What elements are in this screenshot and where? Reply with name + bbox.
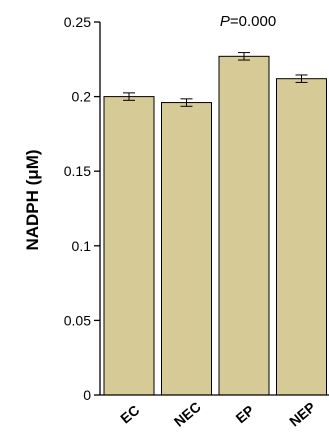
p-value-text: =0.000 <box>230 13 276 30</box>
bar-nec <box>161 102 212 396</box>
y-tick-label: 0.2 <box>72 89 92 105</box>
y-tick-label: 0.25 <box>64 14 91 30</box>
p-value-prefix: P <box>220 13 230 30</box>
x-tick-label-nep: NEP <box>286 399 318 430</box>
y-tick-label: 0 <box>83 387 91 403</box>
y-axis-label: NADPH (μM) <box>23 149 42 250</box>
bar-nep <box>276 78 327 396</box>
x-tick-label-nec: NEC <box>171 399 204 430</box>
x-tick-label-ep: EP <box>232 402 257 426</box>
x-tick-label-ec: EC <box>117 402 142 427</box>
x-labels-group: EC NEC EP NEP <box>117 399 318 430</box>
y-ticks-group: 0 0.05 0.1 0.15 0.2 0.25 <box>64 14 100 403</box>
y-tick-label: 0.1 <box>72 238 92 254</box>
y-tick-label: 0.15 <box>64 163 91 179</box>
p-value-annotation: P=0.000 <box>220 13 276 30</box>
y-tick-label: 0.05 <box>64 312 91 328</box>
bar-ec <box>103 96 155 396</box>
error-bars-group <box>123 52 308 107</box>
bars-group <box>103 55 327 396</box>
bar-ep <box>218 55 270 396</box>
